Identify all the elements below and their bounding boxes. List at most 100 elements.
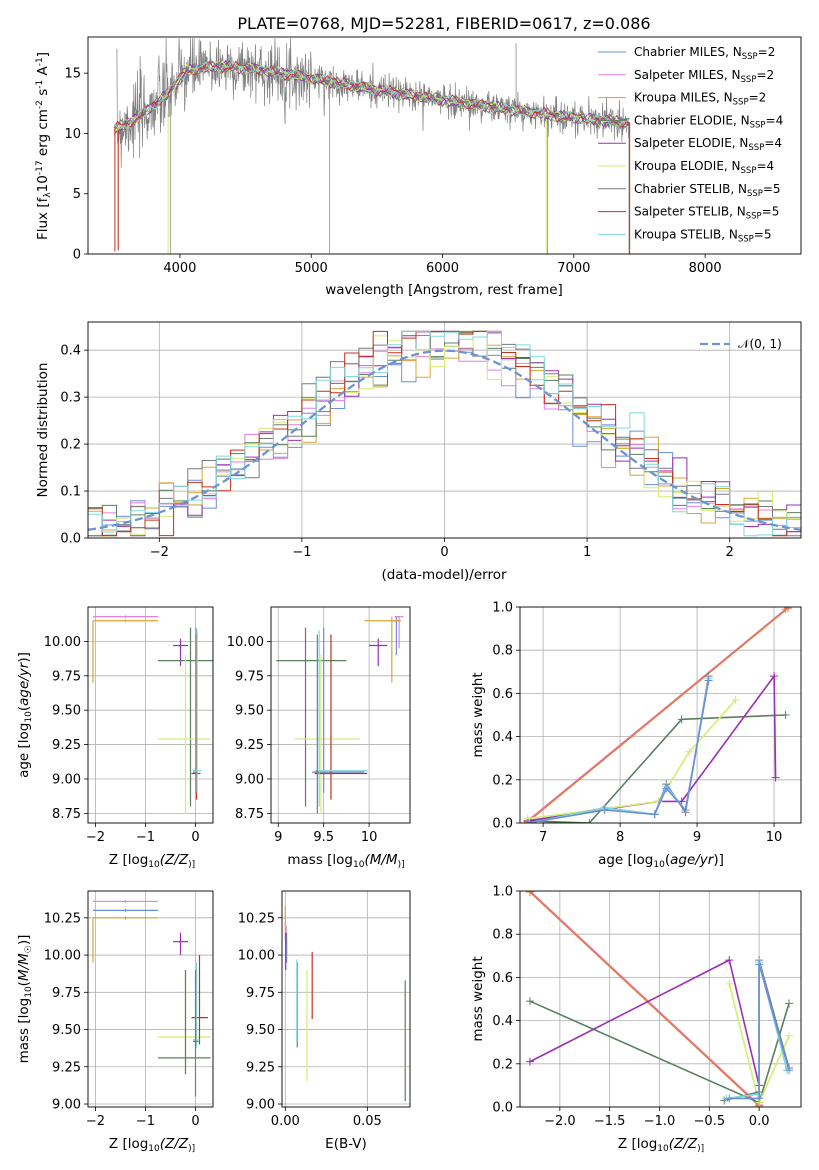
- figure-title: PLATE=0768, MJD=52281, FIBERID=0617, z=0…: [237, 14, 650, 33]
- x-tick-label: −0.5: [694, 1114, 726, 1129]
- x-tick-label: 8000: [689, 261, 722, 276]
- x-tick-label: 7000: [557, 261, 590, 276]
- massweight-Z-panel: −2.0 −1.5 −1.0 −0.5 0.0 0.0 0.2 0.4 0.6 0.8 1.0 Z […: [470, 885, 802, 1154]
- x-axis-label: Z [log10(Z/Z)]: [109, 852, 195, 870]
- mass-weight-marker: [525, 819, 534, 823]
- y-tick-label: 0.0: [60, 532, 81, 547]
- y-tick-label: 1.0: [492, 885, 513, 900]
- mass-weight-marker: [731, 695, 740, 704]
- y-tick-label: 9.00: [246, 1098, 275, 1113]
- y-axis-label: Normed distribution: [35, 363, 51, 498]
- spectrum-model-line: [114, 60, 630, 132]
- y-tick-label: 0.4: [492, 730, 513, 745]
- legend-entry: Kroupa MILES, NSSP=2: [634, 91, 766, 108]
- mass-weight-line: [527, 680, 710, 823]
- y-tick-label: 9.25: [52, 738, 81, 753]
- mass-weight-marker: [725, 1094, 734, 1103]
- y-tick-label: 0.0: [492, 1101, 513, 1116]
- mass-weight-marker: [525, 891, 534, 897]
- x-axis-label: (data-model)/error: [381, 567, 507, 583]
- x-tick-label: 0.00: [271, 1114, 300, 1129]
- y-tick-label: 0.0: [492, 817, 513, 832]
- spectrum-model-line: [113, 60, 630, 129]
- x-tick-label: −2.0: [544, 1114, 576, 1129]
- x-axis-label: E(B-V): [325, 1136, 367, 1152]
- y-tick-label: 0.2: [492, 773, 513, 788]
- spectrum-panel-plot-area: [113, 38, 631, 254]
- y-tick-label: 0.6: [492, 687, 513, 702]
- y-tick-label: 5: [73, 187, 81, 202]
- mass_vs_Z-panel-frame: [87, 890, 214, 1108]
- mass-weight-marker: [704, 676, 713, 685]
- y-tick-label: 0.4: [60, 344, 81, 359]
- mass-weight-marker: [525, 1057, 534, 1066]
- y-tick-label: 9.75: [246, 986, 275, 1001]
- mass-weight-marker: [785, 999, 794, 1008]
- mass-weight-marker: [685, 747, 694, 756]
- spectrum-model-line: [113, 60, 630, 130]
- x-axis-label: Z [log10(Z/Z)]: [109, 1136, 195, 1154]
- x-tick-label: 1: [583, 545, 591, 560]
- mass_vs_ebv-panel: 0.00 0.05 9.00 9.25 9.50 9.75 10.00 10.25 E(B-V): [238, 890, 411, 1152]
- x-tick-label: 6000: [426, 261, 459, 276]
- age_vs_mass-panel: 9 9.5 10 8.75 9.00 9.25 9.50 9.75 10.00 mass [log…: [227, 606, 411, 870]
- x-tick-label: 0: [440, 545, 448, 560]
- x-tick-label: 7: [539, 830, 547, 845]
- age_vs_Z-panel-plot-area: [88, 607, 213, 823]
- x-tick-label: 10: [361, 830, 378, 845]
- y-axis-label: age [log10(age/yr)]: [16, 652, 34, 778]
- y-tick-label: 0.1: [60, 485, 81, 500]
- x-axis-label: Z [log10(Z/Z)]: [618, 1136, 704, 1154]
- y-tick-label: 9.50: [52, 704, 81, 719]
- y-tick-label: 10.00: [44, 949, 81, 964]
- x-tick-label: 0: [191, 1114, 199, 1129]
- mass-weight-marker: [783, 607, 792, 613]
- residual-histogram: [88, 330, 801, 537]
- mass-weight-marker: [662, 784, 671, 793]
- mass-weight-marker: [770, 672, 779, 681]
- y-axis-label: mass weight: [470, 956, 486, 1041]
- mass_vs_Z-panel-plot-area: [88, 891, 213, 1107]
- x-axis-label: wavelength [Angstrom, rest frame]: [325, 282, 563, 298]
- legend-entry: Kroupa ELODIE, NSSP=4: [634, 159, 774, 176]
- y-tick-label: 0: [73, 248, 81, 263]
- spectrum-panel: 4000 5000 6000 7000 8000 0 5 10 15 Chabrier MILES…: [35, 36, 802, 298]
- y-tick-label: 0.2: [60, 438, 81, 453]
- y-axis-label: mass [log10(M/M☉)]: [16, 935, 34, 1064]
- y-tick-label: 0.4: [492, 1014, 513, 1029]
- legend-entry: Chabrier MILES, NSSP=2: [634, 45, 775, 62]
- x-tick-label: 0.0: [749, 1114, 770, 1129]
- legend-entry: Chabrier STELIB, NSSP=5: [634, 182, 781, 199]
- y-tick-label: 15: [64, 67, 81, 82]
- y-tick-label: 9.00: [52, 772, 81, 787]
- mass-weight-marker: [650, 810, 659, 819]
- mass-weight-marker: [677, 715, 686, 724]
- y-tick-label: 9.50: [246, 1023, 275, 1038]
- legend-entry: Salpeter STELIB, NSSP=5: [634, 205, 779, 222]
- mass-weight-marker: [525, 997, 534, 1006]
- x-tick-label: −1: [136, 1114, 155, 1129]
- mass-weight-line: [729, 964, 790, 1100]
- x-tick-label: −2: [86, 830, 105, 845]
- mass-weight-marker: [523, 819, 532, 823]
- age_vs_mass-panel-plot-area: [271, 607, 410, 823]
- mass-weight-line: [529, 891, 760, 1106]
- mass-weight-marker: [755, 1094, 764, 1103]
- x-tick-label: −2: [86, 1114, 105, 1129]
- residuals-panel: −2 −1 0 1 2 0.0 0.1 0.2 0.3 0.4 𝒩(0, 1) (data-model…: [35, 321, 802, 583]
- mass_vs_Z-panel: −2 −1 0 9.00 9.25 9.50 9.75 10.00 10.25 Z [log10(…: [16, 890, 214, 1154]
- y-tick-label: 10.00: [44, 635, 81, 650]
- x-tick-label: 8: [616, 830, 624, 845]
- residuals-panel-plot-area: [88, 322, 801, 538]
- y-tick-label: 9.75: [235, 669, 264, 684]
- y-tick-label: 9.50: [52, 1023, 81, 1038]
- x-tick-label: −1: [292, 545, 311, 560]
- mass-weight-marker: [785, 1031, 794, 1040]
- y-tick-label: 9.75: [52, 669, 81, 684]
- x-tick-label: −1: [136, 830, 155, 845]
- x-tick-label: −1.0: [644, 1114, 676, 1129]
- massweight-age-panel-plot-area: [520, 607, 801, 823]
- legend-entry: Chabrier ELODIE, NSSP=4: [634, 113, 783, 130]
- y-axis-label: mass weight: [470, 672, 486, 757]
